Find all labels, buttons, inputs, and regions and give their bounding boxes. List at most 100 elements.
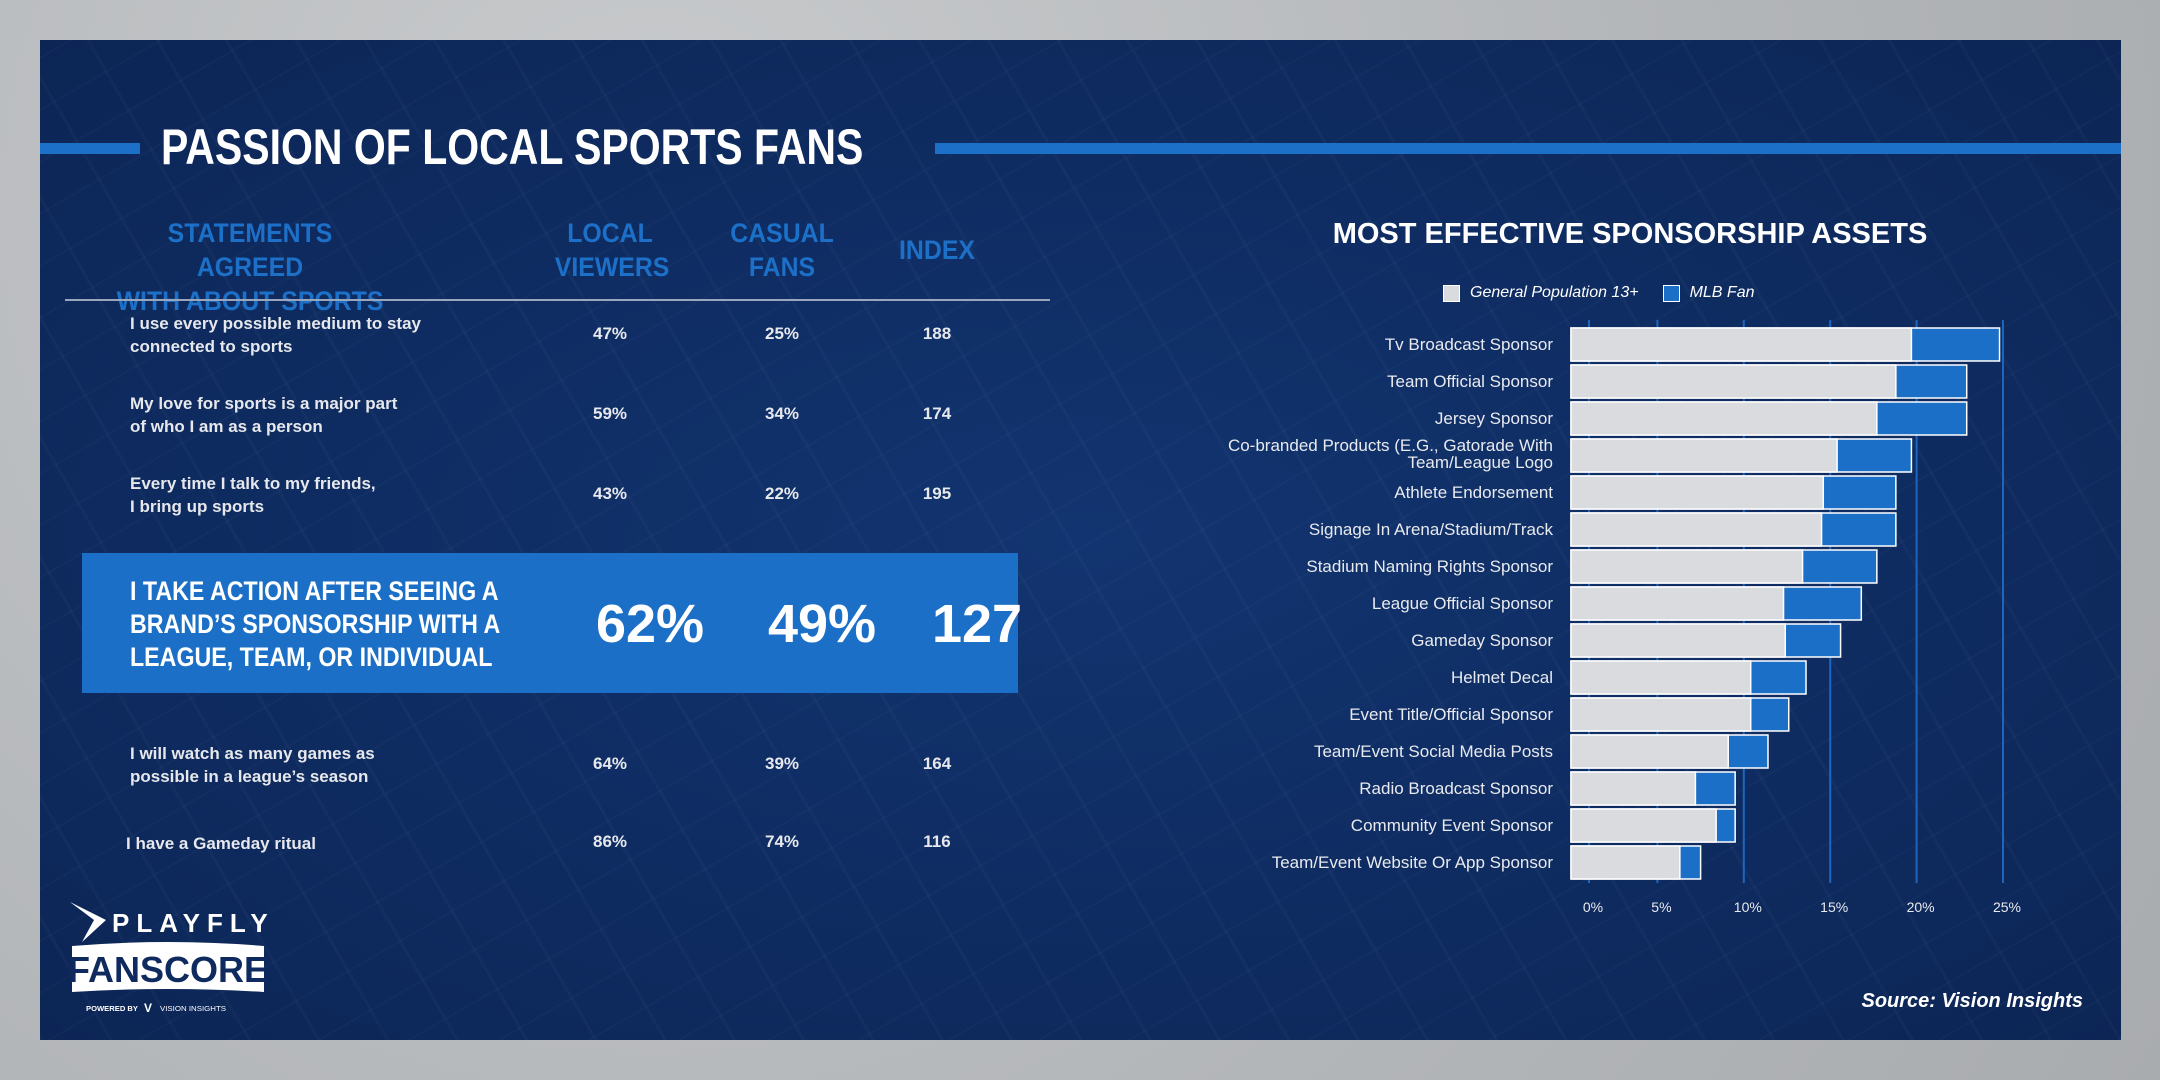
header-line: FANS <box>748 252 816 282</box>
bar-general-population <box>1570 623 1787 658</box>
row-statement: I will watch as many games as possible in… <box>130 742 530 788</box>
logo-partner: VISION INSIGHTS <box>160 1006 226 1013</box>
legend-label-genpop: General Population 13+ <box>1470 284 1639 301</box>
legend-label-mlb: MLB Fan <box>1689 284 1755 301</box>
bar-general-population <box>1570 845 1681 880</box>
row-statement: Every time I talk to my friends, I bring … <box>130 472 530 518</box>
sponsorship-chart: 0% 5% 10% 15% 20% 25% Tv Broadcast Sponsor Team… <box>40 40 2121 1040</box>
x-tick-label: 20% <box>1907 899 1935 915</box>
row-casual: 25% <box>764 324 800 343</box>
legend-swatch-mlb <box>1662 284 1680 302</box>
row-statement: I use every possible medium to stay conne… <box>130 312 530 358</box>
row-local: 43% <box>592 484 628 503</box>
statement-line: I have a Gameday ritual <box>126 834 316 853</box>
statement-line: connected to sports <box>130 337 293 356</box>
statement-line: of who I am as a person <box>130 417 323 436</box>
row-casual: 22% <box>764 484 800 503</box>
bar-general-population <box>1570 438 1838 473</box>
row-statement: My love for sports is a major part of who… <box>130 392 530 438</box>
row-index: 195 <box>922 484 952 503</box>
logo-brand: PLAYFLY <box>112 908 275 938</box>
highlight-local: 62% <box>595 594 705 654</box>
statement-line: Every time I talk to my friends, <box>130 474 376 493</box>
category-label: Team/Event Website Or App Sponsor <box>1271 853 1553 872</box>
row-local: 86% <box>592 832 628 851</box>
category-label: Team/Event Social Media Posts <box>1313 742 1553 761</box>
bar-general-population <box>1570 364 1897 399</box>
statement-line: I TAKE ACTION AFTER SEEING A <box>130 576 499 606</box>
header-line: LOCAL <box>567 218 653 248</box>
bar-general-population <box>1570 512 1823 547</box>
header-casual: CASUAL FANS <box>727 216 837 284</box>
category-label: Jersey Sponsor <box>1434 409 1553 428</box>
category-label: Signage In Arena/Stadium/Track <box>1308 520 1553 539</box>
row-index: 174 <box>922 404 952 423</box>
statement-line: I bring up sports <box>130 497 265 516</box>
x-tick-label: 10% <box>1734 899 1762 915</box>
chart-title: MOST EFFECTIVE SPONSORSHIP ASSETS <box>1332 218 1928 250</box>
header-statements: STATEMENTS AGREED WITH ABOUT SPORTS <box>112 216 388 318</box>
category-label: Tv Broadcast Sponsor <box>1384 335 1553 354</box>
statement-line: I use every possible medium to stay <box>130 314 422 333</box>
row-casual: 34% <box>764 404 800 423</box>
bar-general-population <box>1570 549 1804 584</box>
table-row: Every time I talk to my friends, I bring … <box>40 472 1050 532</box>
title-rule-left <box>40 143 140 154</box>
category-label: Co-branded Products (E.G., Gatorade With… <box>1227 436 1553 472</box>
category-label: Helmet Decal <box>1450 668 1553 687</box>
highlight-statement: I TAKE ACTION AFTER SEEING A BRAND’S SPO… <box>130 575 500 674</box>
bar-general-population <box>1570 734 1729 769</box>
legend-swatch-genpop <box>1443 284 1460 302</box>
row-index: 188 <box>922 324 952 343</box>
header-line: WITH ABOUT SPORTS <box>116 286 384 316</box>
playfly-fanscore-logo: PLAYFLY FANSCORE POWERED BY V VISION INS… <box>68 898 278 1018</box>
row-index: 164 <box>922 754 952 773</box>
category-label: Community Event Sponsor <box>1350 816 1553 835</box>
statement-line: LEAGUE, TEAM, OR INDIVIDUAL <box>130 642 493 672</box>
bar-general-population <box>1570 697 1752 732</box>
category-label: League Official Sponsor <box>1371 594 1553 613</box>
chart-legend: General Population 13+ MLB Fan <box>1443 284 1755 302</box>
highlight-row: I TAKE ACTION AFTER SEEING A BRAND’S SPO… <box>82 553 1022 693</box>
table-row: I have a Gameday ritual 86% 74% 116 <box>40 820 1050 880</box>
bar-general-population <box>1570 660 1752 695</box>
chart-svg: 0% 5% 10% 15% 20% 25% <box>1570 320 2021 915</box>
highlight-index: 127 <box>931 594 1023 654</box>
row-casual: 74% <box>764 832 800 851</box>
bar-general-population <box>1570 475 1825 510</box>
category-label: Athlete Endorsement <box>1394 483 1553 502</box>
bar-general-population <box>1570 586 1785 621</box>
header-line: CASUAL <box>730 218 834 248</box>
bar-general-population <box>1570 771 1697 806</box>
logo-graphic: PLAYFLY FANSCORE POWERED BY V VISION INS… <box>68 902 275 1015</box>
logo-powered: POWERED BY <box>86 1006 138 1013</box>
row-local: 47% <box>592 324 628 343</box>
category-label: Team Official Sponsor <box>1387 372 1553 391</box>
x-tick-label: 5% <box>1651 899 1671 915</box>
table-row: I use every possible medium to stay conne… <box>40 312 1050 372</box>
header-local: LOCAL VIEWERS <box>554 216 670 284</box>
bar-general-population <box>1570 327 1913 362</box>
row-local: 59% <box>592 404 628 423</box>
x-tick-label: 25% <box>1993 899 2021 915</box>
table-row: I will watch as many games as possible in… <box>40 742 1050 802</box>
page-title: PASSION OF LOCAL SPORTS FANS <box>161 119 864 175</box>
bar-general-population <box>1570 808 1717 843</box>
source-note: Source: Vision Insights <box>1861 990 2083 1012</box>
category-label: Radio Broadcast Sponsor <box>1359 779 1553 798</box>
header-line: VIEWERS <box>554 252 670 282</box>
header-line: STATEMENTS AGREED <box>167 218 333 282</box>
row-statement: I have a Gameday ritual <box>126 832 526 855</box>
category-label: Stadium Naming Rights Sponsor <box>1306 557 1553 576</box>
x-tick-label: 15% <box>1820 899 1848 915</box>
statement-line: My love for sports is a major part <box>130 394 398 413</box>
header-divider <box>65 299 1050 301</box>
bar-general-population <box>1570 401 1878 436</box>
title-rule-right <box>935 143 2121 154</box>
header-index: INDEX <box>899 235 975 265</box>
logo-product: FANSCORE <box>68 949 268 990</box>
category-label: Event Title/Official Sponsor <box>1349 705 1553 724</box>
row-casual: 39% <box>764 754 800 773</box>
table-row: My love for sports is a major part of who… <box>40 392 1050 452</box>
statement-line: BRAND’S SPONSORSHIP WITH A <box>130 609 501 639</box>
